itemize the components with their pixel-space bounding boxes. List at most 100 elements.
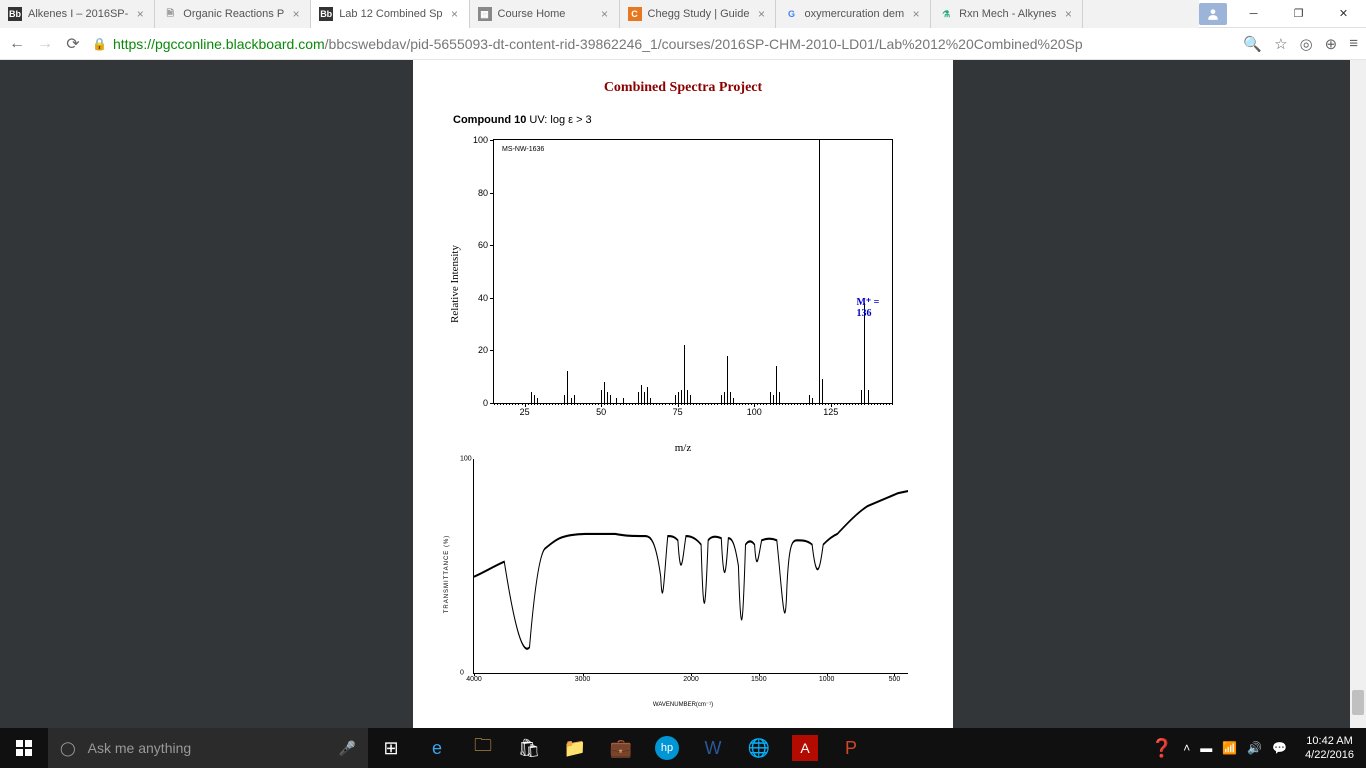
ir-plot-area: 010040003000200015001000500 — [473, 459, 908, 674]
tab-close-icon[interactable]: × — [755, 8, 767, 20]
ms-peak — [537, 398, 538, 403]
ms-peak — [681, 390, 682, 403]
pdf-viewport: Combined Spectra Project Compound 10 UV:… — [0, 60, 1366, 728]
browser-tab[interactable]: ⚗ Rxn Mech - Alkynes × — [931, 0, 1083, 28]
ms-peak — [604, 382, 605, 403]
browser-tab[interactable]: ▦ Course Home × — [470, 0, 620, 28]
tab-close-icon[interactable]: × — [290, 8, 302, 20]
url-path: /bbcswebdav/pid-5655093-dt-content-rid-3… — [325, 36, 1083, 52]
browser-tab[interactable]: CChegg Study | Guide× — [620, 0, 777, 28]
ms-peak — [812, 398, 813, 403]
ms-peak — [623, 398, 624, 403]
edge-icon[interactable]: e — [414, 728, 460, 768]
ms-peak — [534, 395, 535, 403]
ms-y-axis-label: Relative Intensity — [449, 245, 461, 323]
vertical-scrollbar[interactable] — [1350, 60, 1366, 728]
volume-icon[interactable]: 🔊 — [1247, 741, 1262, 755]
ms-peak — [564, 395, 565, 403]
app-icon-1[interactable]: 📁 — [552, 728, 598, 768]
chrome-user-icon[interactable] — [1199, 3, 1227, 25]
lock-icon: 🔒 — [92, 37, 107, 51]
tab-label: Lab 12 Combined Sp — [339, 8, 442, 20]
ms-peak — [776, 366, 777, 403]
tab-strip: BbAlkenes I – 2016SP-×🗎Organic Reactions… — [0, 0, 1199, 28]
address-bar: ← → ⟳ 🔒 https://pgcconline.blackboard.co… — [0, 28, 1366, 60]
tab-favicon: ⚗ — [939, 7, 953, 21]
zoom-in-icon[interactable]: ⊕ — [1325, 35, 1338, 53]
tab-favicon: ▦ — [478, 7, 492, 21]
ms-plot-area: MS-NW-1636 020406080100255075100125M⁺ = … — [493, 139, 893, 404]
app-icon-2[interactable]: 💼 — [598, 728, 644, 768]
reload-button[interactable]: ⟳ — [64, 35, 82, 53]
action-center-icon[interactable]: 💬 — [1272, 741, 1287, 755]
ms-peak — [647, 387, 648, 403]
ms-peak — [730, 392, 731, 403]
menu-icon[interactable]: ≡ — [1349, 35, 1358, 52]
store-icon[interactable]: 🛍 — [506, 728, 552, 768]
ms-peak — [779, 392, 780, 403]
tab-close-icon[interactable]: × — [1062, 8, 1074, 20]
ms-peak — [675, 395, 676, 403]
browser-tab[interactable]: Goxymercuration dem× — [776, 0, 931, 28]
zoom-icon[interactable]: 🔍 — [1243, 35, 1262, 53]
ms-peak — [641, 385, 642, 403]
mic-icon[interactable]: 🎤 — [339, 740, 356, 757]
tab-label: oxymercuration dem — [804, 8, 904, 20]
ms-peak — [822, 379, 823, 403]
close-button[interactable]: ✕ — [1321, 0, 1366, 28]
tab-close-icon[interactable]: × — [449, 8, 461, 20]
ms-spectrum-code: MS-NW-1636 — [502, 146, 544, 153]
tab-close-icon[interactable]: × — [910, 8, 922, 20]
ms-peak — [733, 398, 734, 403]
ir-trace — [474, 459, 908, 673]
taskbar-apps: ⊞ e 🗀 🛍 📁 💼 hp W 🌐 A P — [368, 728, 874, 768]
url-host: ://pgcconline.blackboard.com — [143, 36, 324, 52]
tab-close-icon[interactable]: × — [599, 8, 611, 20]
tab-label: Chegg Study | Guide — [648, 8, 750, 20]
tab-label: Alkenes I – 2016SP- — [28, 8, 128, 20]
molecular-ion-label: M⁺ = 136 — [856, 297, 892, 319]
ms-peak — [644, 392, 645, 403]
chrome-icon[interactable]: 🌐 — [736, 728, 782, 768]
cast-icon[interactable]: ◎ — [1300, 35, 1313, 53]
ms-peak — [724, 392, 725, 403]
ms-peak — [770, 392, 771, 403]
toolbar-right: 🔍 ☆ ◎ ⊕ ≡ — [1243, 35, 1358, 53]
url-field[interactable]: 🔒 https://pgcconline.blackboard.com/bbcs… — [92, 36, 1233, 52]
forward-button[interactable]: → — [36, 35, 54, 53]
hp-icon[interactable]: hp — [655, 736, 679, 760]
back-button[interactable]: ← — [8, 35, 26, 53]
ms-peak — [567, 371, 568, 403]
browser-tab[interactable]: BbLab 12 Combined Sp× — [311, 0, 469, 28]
browser-tab[interactable]: BbAlkenes I – 2016SP-× — [0, 0, 155, 28]
ms-peak — [727, 356, 728, 403]
pdf-page: Combined Spectra Project Compound 10 UV:… — [413, 60, 953, 728]
tab-label: Rxn Mech - Alkynes — [959, 8, 1056, 20]
ms-peak — [687, 390, 688, 403]
windows-taskbar: ◯ Ask me anything 🎤 ⊞ e 🗀 🛍 📁 💼 hp W 🌐 A… — [0, 728, 1366, 768]
file-explorer-icon[interactable]: 🗀 — [460, 728, 506, 768]
powerpoint-icon[interactable]: P — [828, 728, 874, 768]
compound-line: Compound 10 UV: log ε > 3 — [453, 114, 923, 126]
ms-peak — [861, 390, 862, 403]
wifi-icon[interactable]: 📶 — [1222, 741, 1237, 755]
acrobat-icon[interactable]: A — [792, 735, 818, 761]
help-icon[interactable]: ❓ — [1151, 738, 1173, 759]
minimize-button[interactable]: ─ — [1231, 0, 1276, 28]
tab-favicon: 🗎 — [163, 7, 177, 21]
tray-chevron-icon[interactable]: ˄ — [1183, 741, 1190, 755]
word-icon[interactable]: W — [690, 728, 736, 768]
network-icon[interactable]: ▬ — [1200, 741, 1212, 755]
scrollbar-thumb[interactable] — [1352, 690, 1364, 715]
tab-label: Course Home — [498, 8, 593, 20]
bookmark-icon[interactable]: ☆ — [1274, 35, 1287, 53]
ms-peak — [638, 392, 639, 403]
task-view-icon[interactable]: ⊞ — [368, 728, 414, 768]
cortana-search[interactable]: ◯ Ask me anything 🎤 — [48, 728, 368, 768]
tab-close-icon[interactable]: × — [134, 8, 146, 20]
browser-tab[interactable]: 🗎Organic Reactions P× — [155, 0, 311, 28]
start-button[interactable] — [0, 728, 48, 768]
maximize-button[interactable]: ❐ — [1276, 0, 1321, 28]
ms-peak — [868, 390, 869, 403]
clock[interactable]: 10:42 AM 4/22/2016 — [1297, 734, 1362, 762]
